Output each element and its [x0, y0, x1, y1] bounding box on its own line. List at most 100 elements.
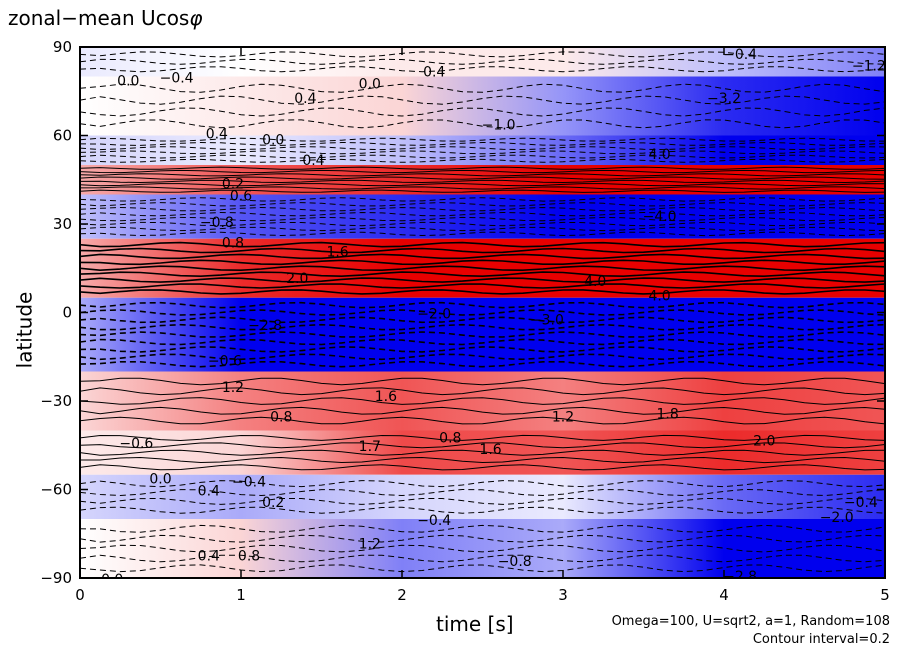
contour-line-positive [80, 289, 885, 295]
contour-line-negative [80, 211, 885, 217]
contour-line-negative [80, 137, 885, 142]
contour-line-negative [80, 331, 885, 338]
contour-value-label: −0.4 [232, 475, 266, 491]
contour-line-positive [80, 179, 885, 184]
heatmap-band [80, 519, 885, 578]
contour-line-negative [80, 323, 885, 331]
chart-title-symbol: φ [189, 6, 203, 30]
contour-line-positive [80, 247, 885, 254]
contour-value-label: −4.0 [643, 209, 677, 225]
contour-line-positive [80, 464, 885, 471]
contour-line-negative [80, 345, 885, 353]
contour-line-negative [80, 107, 885, 117]
contour-value-label: 0.8 [222, 236, 244, 252]
contour-value-label: 0.0 [101, 572, 123, 588]
contour-line-positive [80, 173, 885, 177]
contour-value-label: −2.8 [248, 318, 282, 334]
contour-line-negative [80, 150, 885, 155]
contour-value-label: −1.2 [852, 59, 886, 75]
contour-line-negative [80, 221, 885, 227]
contour-line-negative [80, 146, 885, 151]
contour-line-positive [80, 456, 885, 464]
heatmap-band [80, 297, 885, 372]
contour-value-label: −0.8 [498, 554, 532, 570]
contour-line-positive [80, 449, 885, 456]
contour-line-negative [80, 119, 885, 129]
heatmap-band [80, 165, 885, 195]
contour-value-label: −3.0 [530, 312, 564, 328]
contour-line-negative [80, 554, 885, 563]
contour-value-label: 0.0 [359, 76, 381, 92]
contour-line-positive [80, 442, 885, 449]
contour-line-negative [80, 564, 885, 573]
x-axis-label: time [s] [436, 612, 514, 636]
contour-line-positive [80, 397, 885, 405]
contour-line-positive [80, 259, 885, 266]
contour-line-positive [80, 387, 885, 396]
contour-line-negative [80, 226, 885, 232]
x-axis: 0 1 2 3 4 5 [75, 47, 890, 604]
contour-line-negative [80, 353, 885, 361]
contour-value-label: 0.6 [230, 188, 252, 204]
contour-value-label: 2.0 [753, 433, 775, 449]
y-axis-label: latitude [12, 291, 37, 369]
contour-value-label: 1.7 [359, 439, 381, 455]
contour-value-label: −0.4 [844, 495, 878, 511]
contour-value-label: 0.2 [262, 495, 284, 511]
contour-line-negative [80, 58, 885, 65]
contour-line-negative [80, 202, 885, 207]
contour-value-label: 1.2 [222, 380, 244, 396]
y-tick-label: 0 [62, 304, 72, 322]
contour-value-label: −0.4 [417, 513, 451, 529]
contour-value-label: −0.6 [208, 354, 242, 370]
contour-value-label: 0.4 [294, 91, 316, 107]
contour-line-negative [80, 316, 885, 324]
heatmap-band [80, 371, 885, 431]
contour-line-negative [80, 95, 885, 105]
contour-line-negative [80, 141, 885, 146]
contour-value-label: 0.2 [222, 177, 244, 193]
heatmap-band [80, 194, 885, 239]
contour-line-positive [80, 377, 885, 386]
contour-line-positive [80, 186, 885, 190]
contour-line-negative [80, 534, 885, 543]
contour-line-negative [80, 497, 885, 505]
contour-value-label: −2.0 [417, 306, 451, 322]
contour-line-positive [80, 176, 885, 180]
contour-value-label: 0.4 [198, 548, 220, 564]
x-tick-label: 5 [880, 586, 890, 604]
contour-line-negative [80, 154, 885, 159]
y-tick-label: 60 [53, 127, 72, 145]
contour-value-label: 0.4 [423, 65, 445, 81]
y-tick-label: 90 [53, 38, 72, 56]
contour-line-negative [80, 524, 885, 533]
contour-value-label: 2.0 [286, 271, 308, 287]
contour-value-label: −0.8 [659, 581, 693, 597]
contour-value-label: −0.4 [160, 70, 194, 86]
contour-value-label: −2.0 [820, 510, 854, 526]
chart-title: zonal−mean Ucosφ [8, 6, 203, 30]
contour-line-positive [80, 183, 885, 187]
contour-value-label: 1.6 [479, 442, 501, 458]
contour-value-label: 0.0 [262, 132, 284, 148]
contour-value-label: 1.2 [359, 537, 381, 553]
parameters-note: Omega=100, U=sqrt2, a=1, Random=108 [611, 614, 890, 629]
contour-value-label: 1.8 [657, 407, 679, 423]
contour-value-label: 0.0 [149, 472, 171, 488]
x-tick-label: 4 [719, 586, 729, 604]
contour-value-label: 0.8 [238, 548, 260, 564]
y-tick-label: 30 [53, 215, 72, 233]
contour-line-positive [80, 169, 885, 174]
contour-line-negative [80, 480, 885, 488]
x-tick-label: 2 [397, 586, 407, 604]
contour-line-negative [80, 158, 885, 163]
contour-line-positive [80, 241, 885, 248]
contour-line-positive [80, 271, 885, 278]
contour-value-label: 4.0 [648, 289, 670, 305]
contour-value-label: 0.4 [198, 483, 220, 499]
contour-line-negative [80, 51, 885, 58]
contour-line-negative [80, 506, 885, 514]
contour-line-positive [80, 406, 885, 415]
contour-line-negative [80, 488, 885, 497]
